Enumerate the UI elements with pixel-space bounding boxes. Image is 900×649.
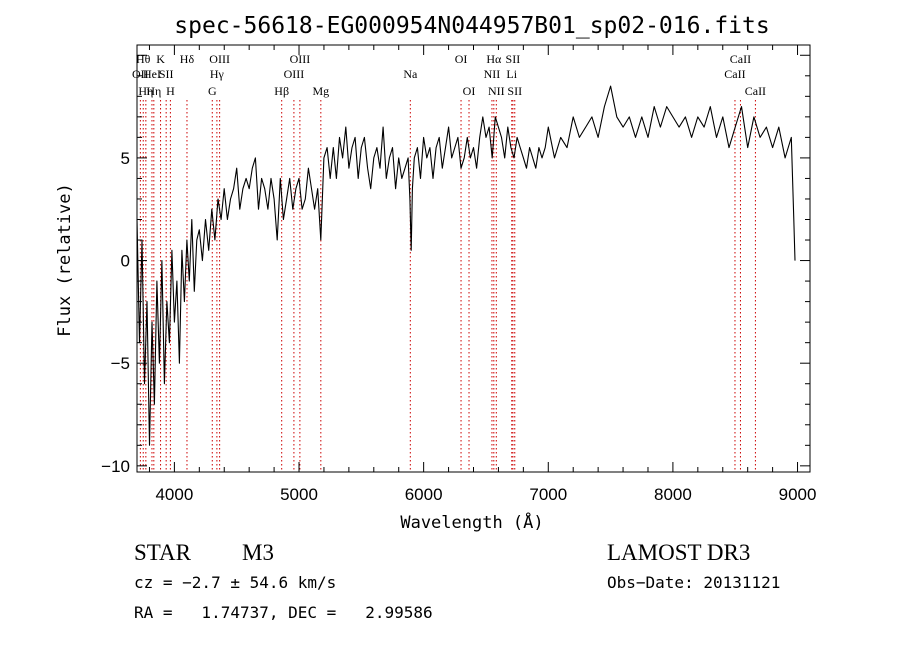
line-marker-label: CaII [745, 84, 766, 98]
line-marker-label: Hη [138, 84, 153, 98]
line-marker-label: OI [455, 52, 468, 66]
x-axis-ticks: 4000 5000 6000 7000 8000 9000 [148, 45, 817, 504]
line-marker-label: Hθ [136, 52, 151, 66]
line-marker-labels: OIIHθHηHeIHηKSIIHHδGHγOIIIHβOIIIOIIIMgNa… [132, 52, 766, 98]
line-marker-label: Mg [312, 84, 329, 98]
line-marker-label: OIII [290, 52, 311, 66]
x-tick-label: 6000 [405, 485, 443, 504]
line-marker-label: H [166, 84, 175, 98]
y-axis-label: Flux (relative) [55, 183, 75, 337]
line-marker-label: Hα [486, 52, 502, 66]
line-marker-label: CaII [730, 52, 751, 66]
line-marker-label: G [208, 84, 217, 98]
line-marker-label: OIII [209, 52, 230, 66]
line-marker-label: OI [463, 84, 476, 98]
object-class: STAR [134, 540, 192, 565]
line-marker-label: OII [132, 67, 149, 81]
y-tick-label: 5 [121, 149, 130, 168]
x-tick-label: 5000 [280, 485, 318, 504]
chart-title: spec-56618-EG000954N044957B01_sp02-016.f… [174, 13, 769, 39]
line-marker-label: SII [159, 67, 174, 81]
line-marker-label: NII [484, 67, 501, 81]
line-marker-label: SII [507, 84, 522, 98]
line-marker-label: Hδ [180, 52, 195, 66]
line-markers [139, 100, 756, 472]
x-tick-label: 7000 [529, 485, 567, 504]
line-marker-label: K [156, 52, 165, 66]
spectrum-line [136, 85, 796, 446]
line-marker-label: HeI [143, 67, 161, 81]
y-tick-label: −10 [101, 457, 130, 476]
line-marker-label: Hβ [274, 84, 289, 98]
line-marker-label: OIII [284, 67, 305, 81]
y-axis-ticks: −10 −5 0 5 [101, 54, 810, 476]
line-marker-label: SII [506, 52, 521, 66]
line-marker-label: Hγ [210, 67, 225, 81]
line-marker-label: Li [506, 67, 517, 81]
object-subclass: M3 [242, 540, 274, 565]
line-marker-label: NII [488, 84, 505, 98]
line-marker-label: CaII [724, 67, 745, 81]
x-tick-label: 9000 [779, 485, 817, 504]
y-tick-label: 0 [121, 252, 130, 271]
line-marker-label: Hη [146, 84, 161, 98]
coordinates-text: RA = 1.74737, DEC = 2.99586 [134, 603, 433, 622]
obs-date-text: Obs−Date: 20131121 [607, 573, 780, 592]
y-tick-label: −5 [111, 354, 130, 373]
survey-name: LAMOST DR3 [607, 540, 750, 565]
redshift-text: cz = −2.7 ± 54.6 km/s [134, 573, 336, 592]
x-tick-label: 4000 [155, 485, 193, 504]
x-axis-label: Wavelength (Å) [400, 511, 543, 533]
line-marker-label: Na [403, 67, 418, 81]
x-tick-label: 8000 [654, 485, 692, 504]
